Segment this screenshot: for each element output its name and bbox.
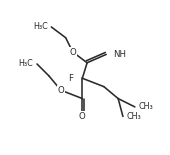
Text: NH: NH (113, 50, 126, 59)
Text: O: O (79, 112, 86, 121)
Text: CH₃: CH₃ (126, 112, 141, 121)
Text: CH₃: CH₃ (138, 102, 153, 111)
Text: F: F (68, 74, 73, 83)
Text: H₃C: H₃C (19, 60, 33, 69)
Text: H₃C: H₃C (33, 22, 48, 31)
Text: O: O (57, 86, 64, 95)
Text: O: O (69, 48, 76, 57)
